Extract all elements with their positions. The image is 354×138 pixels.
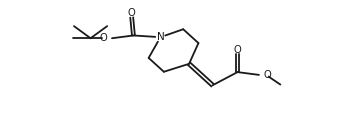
Text: O: O: [263, 70, 271, 80]
Text: O: O: [234, 45, 241, 55]
Text: O: O: [128, 8, 136, 18]
Text: N: N: [156, 32, 164, 42]
Text: O: O: [100, 33, 108, 43]
